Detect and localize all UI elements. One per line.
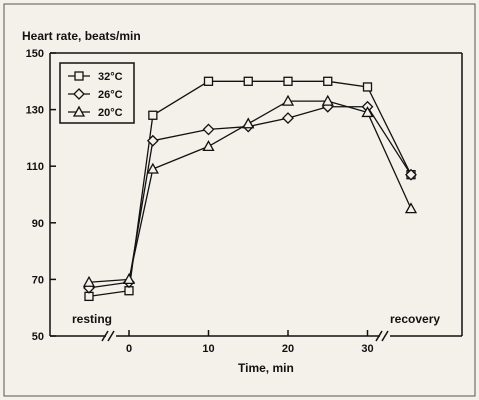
x-tick-label: 30 <box>361 343 373 355</box>
y-tick-label: 90 <box>32 218 44 230</box>
x-tick-label: 10 <box>202 343 214 355</box>
data-point-square <box>148 110 158 120</box>
legend-label: 26°C <box>98 89 123 101</box>
y-tick-label: 70 <box>32 274 44 286</box>
x-axis-label: Time, min <box>238 361 294 375</box>
data-point-square <box>243 76 253 86</box>
data-point-triangle <box>72 105 86 117</box>
data-point-triangle <box>82 275 96 287</box>
x-tick-label: 0 <box>126 343 132 355</box>
series-line-resting <box>88 278 130 283</box>
series-line <box>128 100 412 280</box>
y-tick-label: 150 <box>26 48 44 60</box>
data-point-diamond <box>146 134 159 147</box>
data-point-triangle <box>404 202 418 214</box>
data-point-triangle <box>281 94 295 106</box>
data-point-square <box>323 76 333 86</box>
legend-item: 26°C <box>68 88 123 101</box>
legend-label: 32°C <box>98 71 123 83</box>
recovery-label: recovery <box>390 312 440 326</box>
x-axis-ticks: 0 10 20 30 <box>126 330 374 355</box>
series-triangle <box>82 94 418 287</box>
data-point-triangle <box>146 162 159 174</box>
resting-label: resting <box>72 312 112 326</box>
legend: 32°C 26°C 20°C <box>59 62 135 124</box>
data-point-diamond <box>202 123 215 136</box>
legend-item: 20°C <box>68 105 123 119</box>
data-point-square <box>203 76 214 86</box>
legend-item: 32°C <box>68 71 123 83</box>
series-line <box>128 80 412 291</box>
series-line-resting <box>88 290 130 298</box>
y-axis-label: Heart rate, beats/min <box>22 29 141 43</box>
data-point-triangle <box>122 273 136 285</box>
series-square <box>84 76 416 302</box>
series-layer <box>82 76 418 302</box>
axis-break-marks <box>101 330 389 342</box>
legend-box <box>59 62 135 124</box>
y-tick-label: 130 <box>26 105 44 117</box>
data-point-triangle <box>361 106 374 118</box>
data-point-triangle <box>242 117 255 129</box>
y-axis-ticks: 50 70 90 110 130 150 <box>26 48 56 343</box>
data-point-square <box>283 76 293 86</box>
data-point-triangle <box>321 94 334 106</box>
data-point-square <box>74 71 84 81</box>
x-tick-label: 20 <box>282 343 294 355</box>
legend-label: 20°C <box>98 107 123 119</box>
y-tick-label: 50 <box>32 331 44 343</box>
data-point-diamond <box>282 112 294 125</box>
plot-frame <box>49 52 463 337</box>
y-tick-label: 110 <box>26 161 44 173</box>
data-point-square <box>362 82 373 92</box>
data-point-diamond <box>405 168 417 181</box>
data-point-triangle <box>202 140 215 152</box>
series-line-resting <box>88 281 130 289</box>
data-point-diamond <box>73 88 85 100</box>
series-line <box>128 106 412 283</box>
